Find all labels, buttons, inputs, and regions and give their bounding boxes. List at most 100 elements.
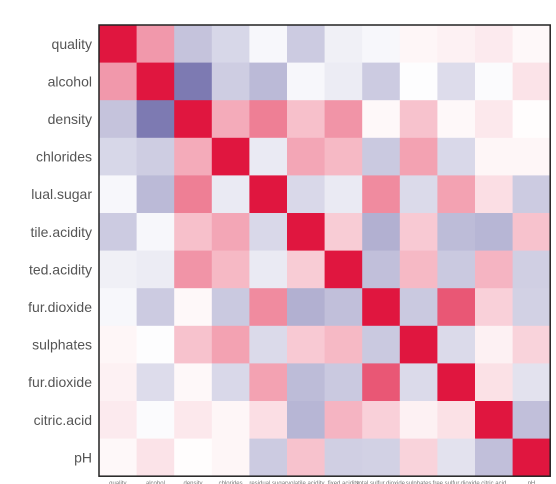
column-label: total.sulfur.dioxide [357, 481, 406, 484]
heatmap-cell [211, 62, 250, 101]
heatmap-cell [174, 100, 213, 139]
heatmap-cell [249, 325, 288, 364]
row-label: chlorides [36, 149, 92, 165]
heatmap-cell [211, 438, 250, 477]
heatmap-cell [99, 288, 138, 327]
column-labels: quality alcohol density chlorides residual.s… [109, 481, 535, 484]
heatmap-cell [324, 100, 363, 139]
heatmap-cell [475, 401, 514, 440]
heatmap-cell [287, 213, 326, 252]
heatmap-cell [136, 288, 175, 327]
heatmap-cell [512, 137, 551, 176]
heatmap-cell [324, 175, 363, 214]
heatmap-cell [512, 288, 551, 327]
heatmap-cell [99, 401, 138, 440]
heatmap-cell [475, 363, 514, 402]
heatmap-cell [136, 363, 175, 402]
column-label: quality [109, 481, 126, 484]
column-label: residual.sugar [249, 481, 287, 484]
row-labels: quality alcohol density chlorides lual.sugar… [28, 36, 92, 466]
heatmap-cell [362, 325, 401, 364]
heatmap-cell [324, 363, 363, 402]
heatmap-cell [211, 325, 250, 364]
heatmap-cell [437, 62, 476, 101]
heatmap-cell [249, 137, 288, 176]
heatmap-cell [362, 438, 401, 477]
heatmap-cell [174, 213, 213, 252]
heatmap-cell [399, 213, 438, 252]
heatmap-cell [249, 213, 288, 252]
heatmap-cell [475, 213, 514, 252]
heatmap-cell [249, 250, 288, 289]
heatmap-cell [174, 438, 213, 477]
heatmap-cell [324, 25, 363, 64]
heatmap-cell [287, 250, 326, 289]
column-label: citric.acid [481, 481, 506, 484]
heatmap-cell [136, 213, 175, 252]
heatmap-cell [136, 250, 175, 289]
column-label: alcohol [146, 481, 165, 484]
heatmap-cell [362, 25, 401, 64]
heatmap-cell [362, 62, 401, 101]
heatmap-cell [287, 137, 326, 176]
heatmap-cell [99, 213, 138, 252]
heatmap-cell [362, 100, 401, 139]
heatmap-cell [324, 325, 363, 364]
row-label: fur.dioxide [28, 374, 92, 390]
heatmap-cell [399, 288, 438, 327]
heatmap-cell [174, 175, 213, 214]
heatmap-cell [287, 62, 326, 101]
heatmap-cell [475, 137, 514, 176]
heatmap-cell [475, 325, 514, 364]
heatmap-cell [475, 25, 514, 64]
row-label: alcohol [48, 73, 92, 89]
heatmap-cell [437, 438, 476, 477]
heatmap-cell [99, 100, 138, 139]
row-label: density [48, 111, 92, 127]
heatmap-cell [399, 438, 438, 477]
heatmap-cell [399, 401, 438, 440]
heatmap-cell [512, 401, 551, 440]
heatmap-cell [136, 25, 175, 64]
heatmap-cell [399, 250, 438, 289]
row-label: pH [74, 449, 92, 465]
heatmap-cell [437, 250, 476, 289]
heatmap-cell [249, 175, 288, 214]
row-label: fur.dioxide [28, 299, 92, 315]
row-label: quality [52, 36, 92, 52]
heatmap-cell [99, 250, 138, 289]
heatmap-cell [287, 175, 326, 214]
column-label: volatile.acidity [287, 481, 324, 484]
heatmap-cell [399, 325, 438, 364]
heatmap-cell [362, 250, 401, 289]
heatmap-cell [99, 62, 138, 101]
row-label: sulphates [32, 337, 92, 353]
column-label: sulphates [406, 481, 432, 484]
heatmap-cell [437, 288, 476, 327]
heatmap-cell [512, 62, 551, 101]
heatmap-cell [475, 62, 514, 101]
heatmap-cells [99, 25, 551, 477]
heatmap-cell [512, 213, 551, 252]
heatmap-cell [399, 62, 438, 101]
heatmap-cell [399, 25, 438, 64]
heatmap-cell [437, 137, 476, 176]
heatmap-cell [99, 137, 138, 176]
heatmap-cell [362, 137, 401, 176]
heatmap-cell [249, 363, 288, 402]
heatmap-cell [475, 100, 514, 139]
heatmap-cell [362, 401, 401, 440]
heatmap-cell [249, 100, 288, 139]
row-label: ted.acidity [29, 261, 92, 277]
heatmap-cell [362, 363, 401, 402]
heatmap-cell [399, 100, 438, 139]
heatmap-cell [324, 438, 363, 477]
heatmap-cell [287, 401, 326, 440]
heatmap-cell [287, 288, 326, 327]
heatmap-cell [174, 250, 213, 289]
heatmap-cell [211, 25, 250, 64]
heatmap-cell [174, 62, 213, 101]
heatmap-cell [249, 25, 288, 64]
heatmap-cell [211, 175, 250, 214]
column-label: density [183, 481, 202, 484]
